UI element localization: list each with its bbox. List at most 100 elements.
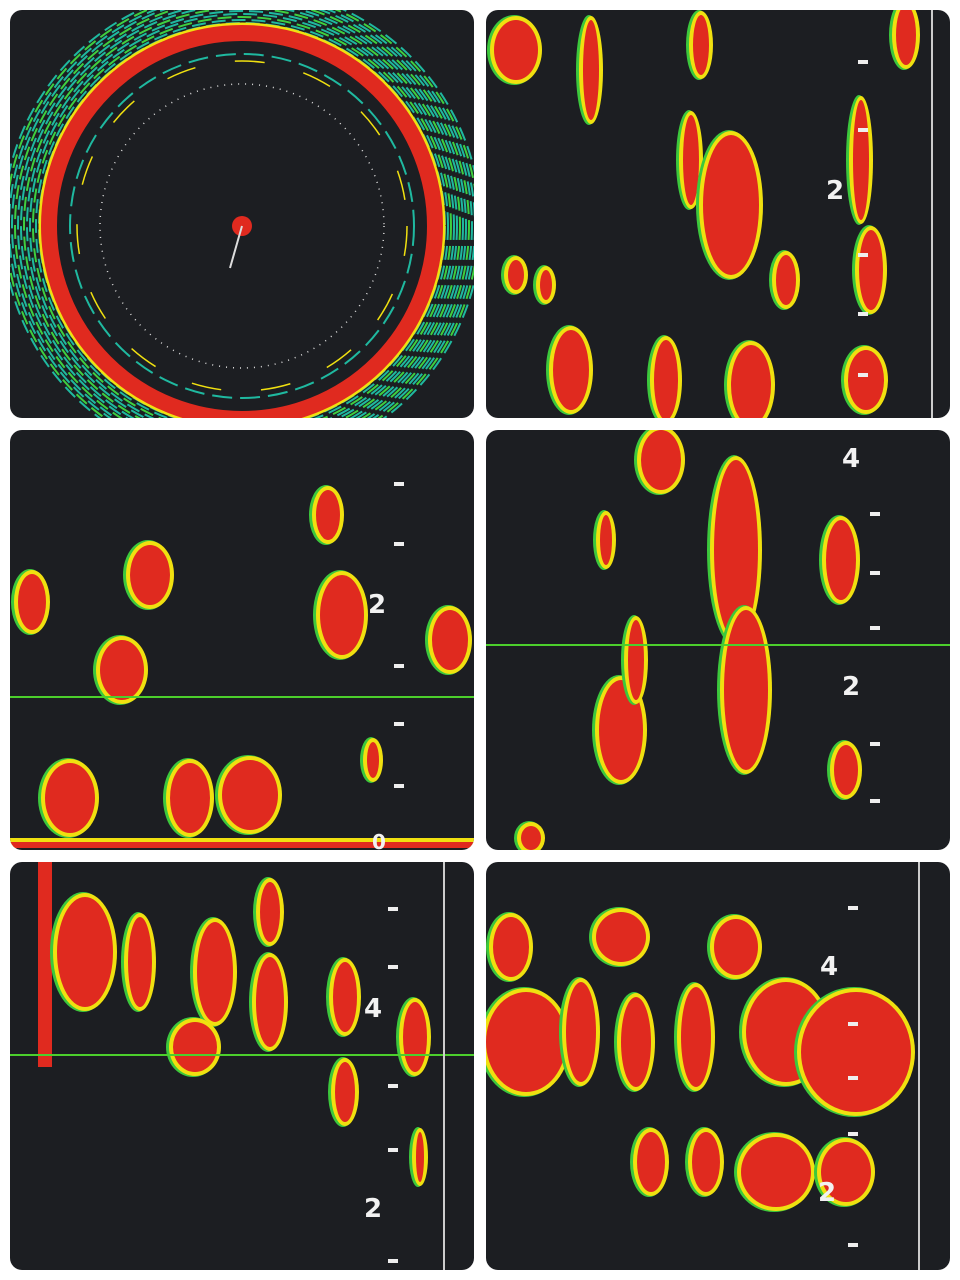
echo-ring [11, 10, 473, 418]
depth-label: 2 [826, 176, 845, 206]
depth-tick [388, 1084, 398, 1088]
echo-strong [741, 1137, 811, 1207]
heading-line [229, 225, 243, 269]
depth-tick [870, 512, 880, 516]
echo-display [10, 10, 474, 418]
echo-strong [486, 992, 566, 1092]
echo-strong [260, 882, 280, 942]
echo-strong [432, 610, 468, 670]
echo-strong [553, 330, 589, 410]
echo-strong [859, 230, 883, 310]
echo-strong [731, 345, 771, 418]
depth-tick [848, 1076, 858, 1080]
echo-strong [896, 10, 916, 65]
echo-strong [600, 515, 612, 565]
depth-tick [388, 1259, 398, 1263]
echo-strong [724, 610, 768, 770]
echo-strong [826, 520, 856, 600]
echogram-panel-5: 4 2 [486, 862, 950, 1270]
echo-ring [17, 10, 467, 418]
echo-strong [621, 997, 651, 1087]
depth-tick [394, 722, 404, 726]
echo-strong [256, 957, 284, 1047]
depth-label: 2 [368, 590, 387, 620]
echo-ring [38, 22, 446, 418]
echo-strong [714, 460, 758, 640]
depth-tick [388, 1148, 398, 1152]
echo-strong [173, 1022, 217, 1072]
echo-strong [637, 1132, 665, 1192]
depth-tick [858, 253, 868, 257]
echo-strong [853, 100, 869, 220]
depth-label: 0 [372, 830, 386, 850]
depth-tick [870, 799, 880, 803]
echo-strong [130, 545, 170, 605]
depth-tick [394, 784, 404, 788]
depth-tick [858, 312, 868, 316]
echo-strong [583, 20, 599, 120]
echo-strong [170, 763, 210, 833]
echo-strong [320, 575, 364, 655]
depth-label: 4 [364, 994, 383, 1024]
echo-ring [32, 16, 452, 418]
echo-strong [596, 912, 646, 962]
echo-strong [100, 640, 144, 700]
depth-tick [394, 664, 404, 668]
echo-strong [403, 1002, 427, 1072]
zero-line [10, 696, 474, 698]
depth-tick [870, 626, 880, 630]
echo-strong [714, 919, 758, 975]
depth-label: 2 [842, 672, 861, 702]
echo-ring [14, 10, 470, 418]
range-ring [99, 83, 385, 369]
depth-tick [848, 1132, 858, 1136]
echo-strong [367, 742, 379, 778]
depth-label: 2 [364, 1194, 383, 1224]
depth-tick [388, 907, 398, 911]
echo-display [487, 10, 933, 418]
echo-display [10, 482, 474, 848]
echo-display [486, 430, 950, 850]
echo-strong [692, 1132, 720, 1192]
echo-strong [197, 922, 233, 1022]
echo-strong [540, 270, 552, 300]
echo-ring [23, 10, 461, 418]
echogram-panel-4: 4 2 [10, 862, 474, 1270]
echo-strong [848, 350, 884, 410]
echo-strong [18, 574, 46, 630]
depth-tick [848, 906, 858, 910]
echo-strong [654, 340, 678, 418]
echogram-panel-1: 2 [486, 10, 950, 418]
echo-strong [222, 760, 278, 830]
depth-tick [858, 128, 868, 132]
depth-tick [858, 373, 868, 377]
echo-ring [20, 10, 464, 418]
echo-ring [35, 19, 449, 418]
zero-line [486, 644, 950, 646]
depth-tick [870, 571, 880, 575]
echo-strong [45, 763, 95, 833]
depth-tick [858, 60, 868, 64]
echo-strong [57, 897, 113, 1007]
depth-label: 4 [820, 952, 839, 982]
echo-display [486, 862, 920, 1270]
echo-ring [76, 60, 408, 392]
echo-strong [641, 430, 681, 490]
side-echo [38, 862, 52, 1067]
echo-strong [681, 987, 711, 1087]
echo-strong [493, 917, 529, 977]
depth-label: 2 [818, 1178, 837, 1208]
echo-strong [335, 1062, 355, 1122]
echo-ring [26, 10, 458, 418]
echogram-panel-3: 4 2 [486, 430, 950, 850]
scale-bar [931, 10, 933, 418]
echo-ring [69, 53, 415, 399]
sonar-circle-panel [10, 10, 474, 418]
depth-tick [388, 965, 398, 969]
depth-label: 4 [842, 444, 861, 474]
echo-strong [521, 826, 541, 850]
scale-bar [918, 862, 920, 1270]
depth-tick [870, 742, 880, 746]
echo-strong [508, 260, 524, 290]
echo-display [10, 862, 474, 1270]
